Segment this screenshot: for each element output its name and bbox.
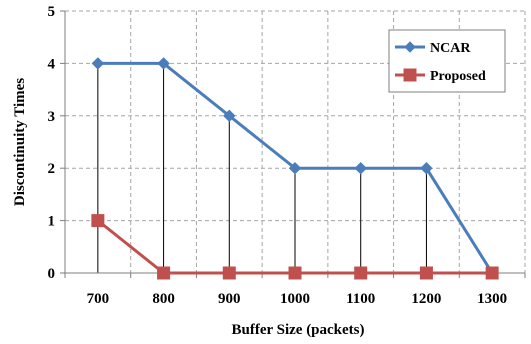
- data-point-proposed: [222, 266, 236, 280]
- x-tick-label: 1200: [411, 291, 441, 307]
- y-axis-title: Discontinuity Times: [12, 78, 28, 206]
- legend-label-proposed: Proposed: [430, 69, 486, 84]
- drop-lines: [97, 63, 427, 273]
- data-point-ncar: [288, 161, 302, 175]
- grid: [65, 10, 526, 273]
- x-tick-label: 1000: [280, 291, 310, 307]
- legend-marker-proposed: [403, 68, 417, 82]
- x-tick-label: 800: [152, 291, 175, 307]
- x-tick-label: 1300: [477, 291, 507, 307]
- legend: NCAR Proposed: [388, 29, 506, 93]
- legend-box: [388, 29, 506, 93]
- legend-marker-ncar: [404, 41, 416, 53]
- data-point-proposed: [91, 214, 105, 228]
- data-point-ncar: [157, 57, 170, 70]
- data-point-proposed: [157, 266, 171, 280]
- legend-label-ncar: NCAR: [430, 41, 471, 56]
- y-tick-label: 4: [48, 56, 56, 72]
- data-point-proposed: [288, 266, 302, 280]
- data-point-ncar: [91, 57, 105, 70]
- data-point-ncar: [420, 161, 433, 175]
- series: [91, 57, 499, 280]
- x-tick-label: 700: [87, 291, 110, 307]
- x-tick-label: 900: [218, 291, 241, 307]
- y-tick-label: 0: [48, 266, 56, 282]
- data-point-proposed: [485, 266, 499, 280]
- data-point-ncar: [223, 109, 236, 123]
- data-point-ncar: [354, 161, 367, 175]
- data-point-proposed: [354, 266, 368, 280]
- x-axis-title: Buffer Size (packets): [231, 322, 364, 338]
- y-tick-label: 3: [48, 109, 56, 125]
- tick-labels: 0 1 2 3 4 5 700 800 900 1000 1100 1200 1300: [48, 4, 508, 307]
- y-tick-label: 5: [48, 4, 56, 20]
- y-tick-label: 1: [48, 214, 56, 230]
- y-tick-label: 2: [48, 161, 56, 177]
- data-point-proposed: [419, 266, 433, 280]
- x-tick-label: 1100: [346, 291, 375, 307]
